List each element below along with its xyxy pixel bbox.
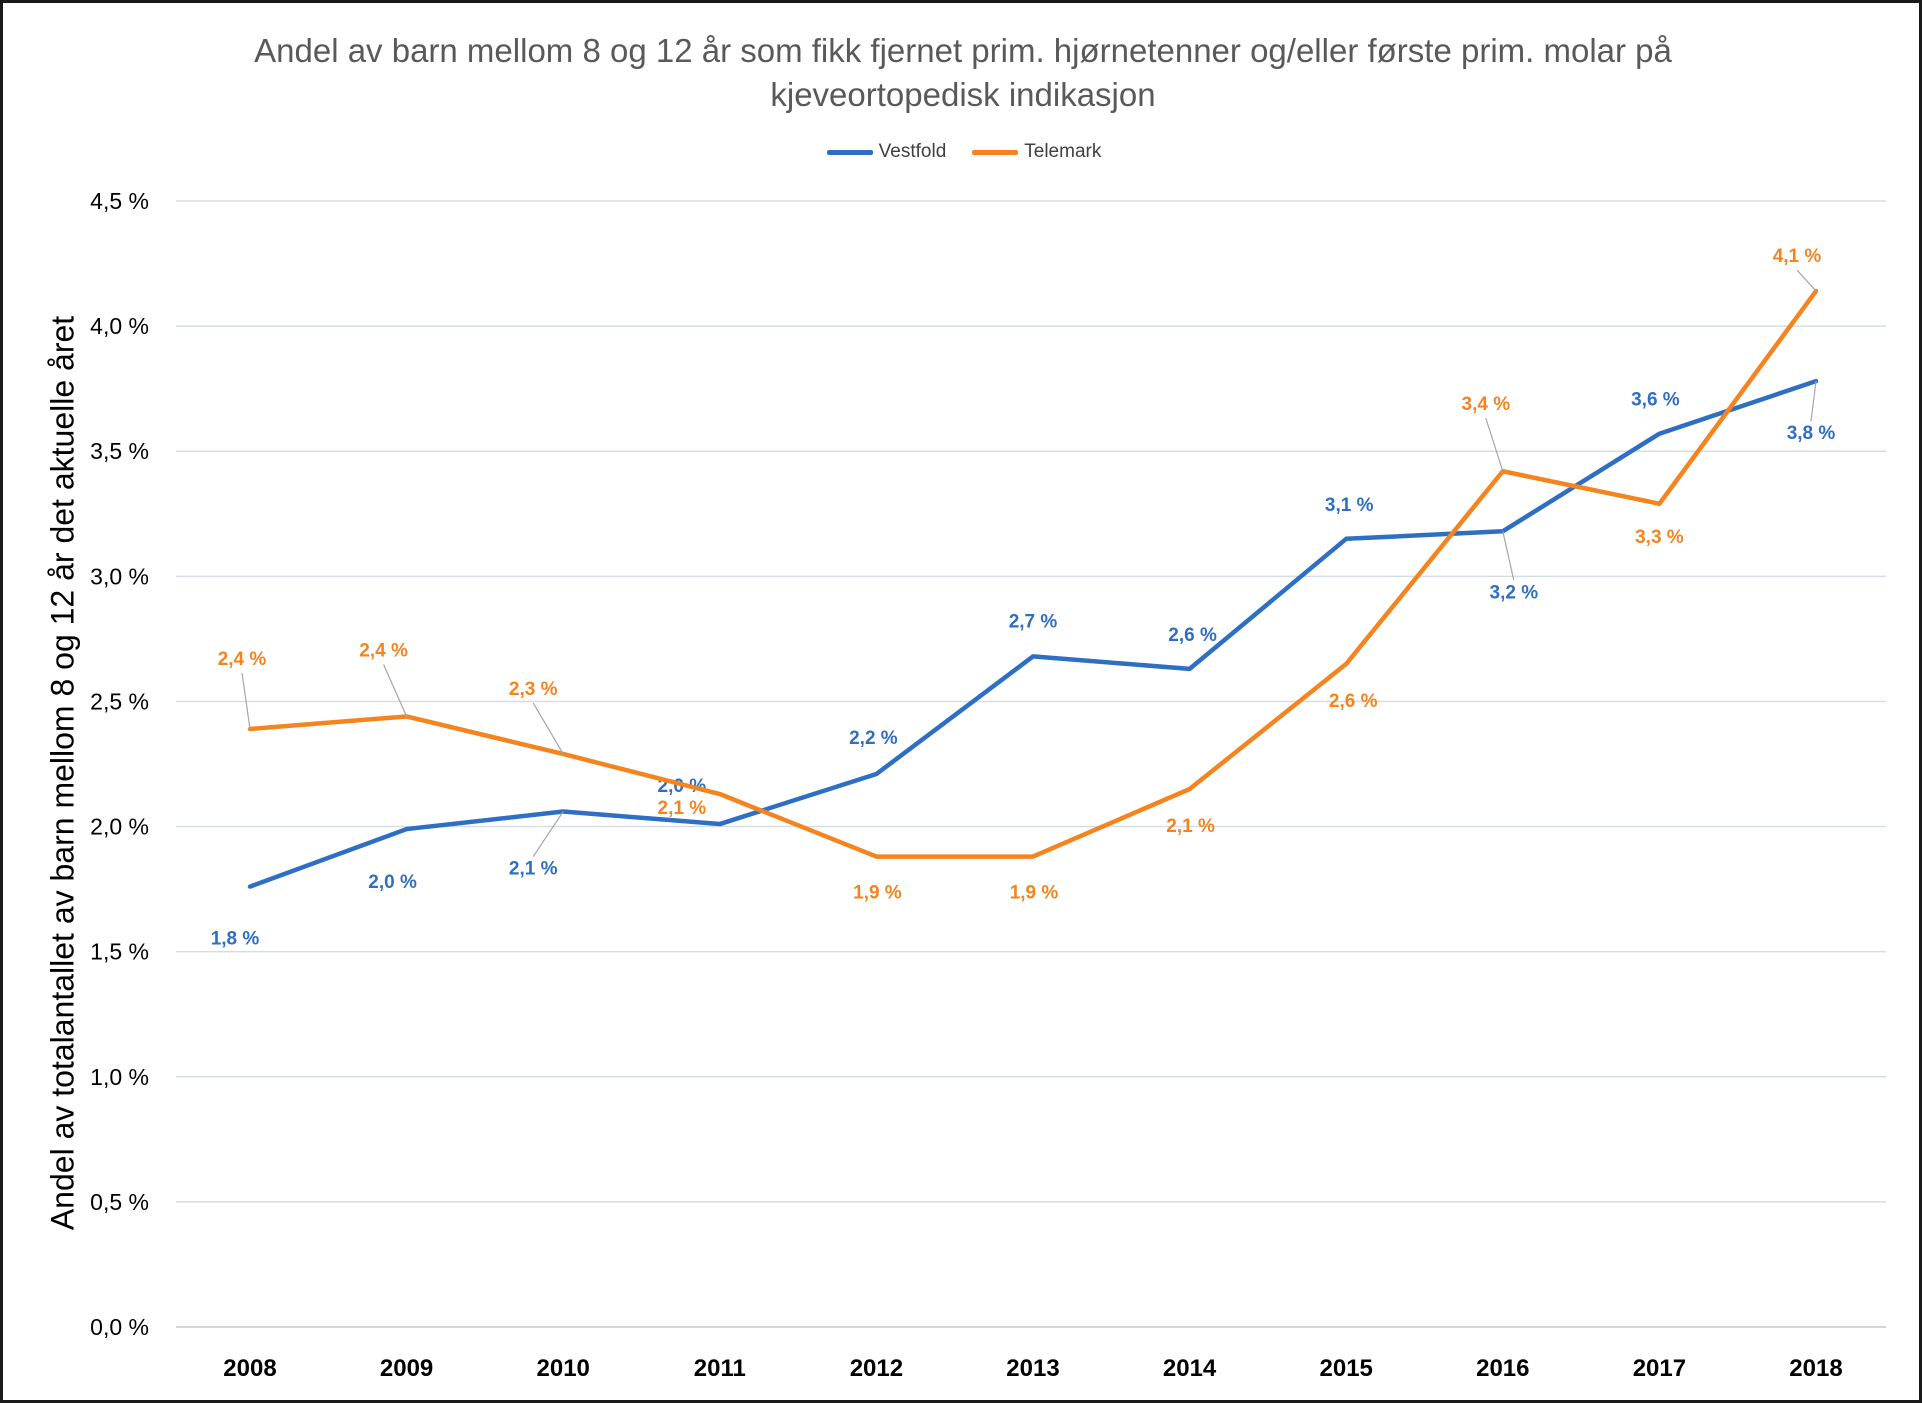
x-tick-label: 2012 xyxy=(850,1355,903,1382)
leader-line xyxy=(1502,531,1515,581)
y-tick-label: 3,5 % xyxy=(90,438,149,464)
leader-line xyxy=(532,702,564,755)
leader-line xyxy=(1796,269,1817,292)
data-label: 2,3 % xyxy=(509,679,558,700)
data-label: 1,8 % xyxy=(211,929,260,950)
data-label: 2,0 % xyxy=(368,872,417,893)
y-tick-label: 1,0 % xyxy=(90,1064,149,1090)
data-label: 2,1 % xyxy=(1166,816,1215,837)
legend: Vestfold Telemark xyxy=(3,141,1922,163)
legend-swatch-vestfold xyxy=(826,149,873,155)
y-tick-label: 1,5 % xyxy=(90,939,149,965)
x-tick-label: 2010 xyxy=(537,1355,590,1382)
leader-line xyxy=(532,811,564,857)
y-tick-label: 2,0 % xyxy=(90,814,149,840)
data-label: 3,6 % xyxy=(1631,390,1680,411)
y-tick-label: 0,5 % xyxy=(90,1189,149,1215)
x-tick-label: 2017 xyxy=(1633,1355,1686,1382)
legend-label-vestfold: Vestfold xyxy=(878,141,947,162)
series-line-vestfold xyxy=(247,378,1819,889)
x-tick-label: 2018 xyxy=(1789,1355,1842,1382)
data-label: 2,1 % xyxy=(509,859,558,880)
x-tick-label: 2008 xyxy=(223,1355,276,1382)
legend-item-telemark: Telemark xyxy=(972,141,1101,163)
legend-item-vestfold: Vestfold xyxy=(826,141,947,163)
x-tick-label: 2013 xyxy=(1006,1355,1059,1382)
legend-swatch-telemark xyxy=(972,149,1019,155)
leader-line xyxy=(1810,381,1817,422)
leader-line xyxy=(383,664,408,717)
y-tick-label: 2,5 % xyxy=(90,688,149,714)
leader-line xyxy=(1485,418,1504,472)
x-tick-label: 2014 xyxy=(1163,1355,1217,1382)
y-tick-label: 4,0 % xyxy=(90,313,149,339)
data-label: 2,7 % xyxy=(1009,611,1058,632)
data-label: 1,9 % xyxy=(853,883,902,904)
chart-title: Andel av barn mellom 8 og 12 år som fikk… xyxy=(254,32,1672,113)
data-label: 1,9 % xyxy=(1010,883,1059,904)
data-label: 3,1 % xyxy=(1325,495,1374,516)
data-label: 2,6 % xyxy=(1329,691,1378,712)
data-label: 3,3 % xyxy=(1635,527,1684,548)
y-tick-label: 0,0 % xyxy=(90,1314,149,1340)
data-label: 3,8 % xyxy=(1787,423,1836,444)
data-label: 2,2 % xyxy=(849,728,898,749)
data-label: 2,4 % xyxy=(359,640,408,661)
data-label: 3,4 % xyxy=(1462,394,1511,415)
data-label: 2,1 % xyxy=(658,798,707,819)
series-line-telemark xyxy=(247,288,1819,859)
y-tick-label: 3,0 % xyxy=(90,563,149,589)
data-label: 3,2 % xyxy=(1490,582,1539,603)
x-tick-label: 2011 xyxy=(694,1355,746,1382)
x-tick-label: 2009 xyxy=(380,1355,433,1382)
x-tick-label: 2015 xyxy=(1320,1355,1373,1382)
leader-line xyxy=(241,672,251,730)
y-tick-label: 4,5 % xyxy=(90,188,149,214)
data-label: 4,1 % xyxy=(1773,246,1822,267)
data-label: 2,4 % xyxy=(218,649,267,670)
data-label: 2,6 % xyxy=(1168,625,1217,646)
legend-label-telemark: Telemark xyxy=(1024,141,1102,162)
x-tick-label: 2016 xyxy=(1476,1355,1529,1382)
